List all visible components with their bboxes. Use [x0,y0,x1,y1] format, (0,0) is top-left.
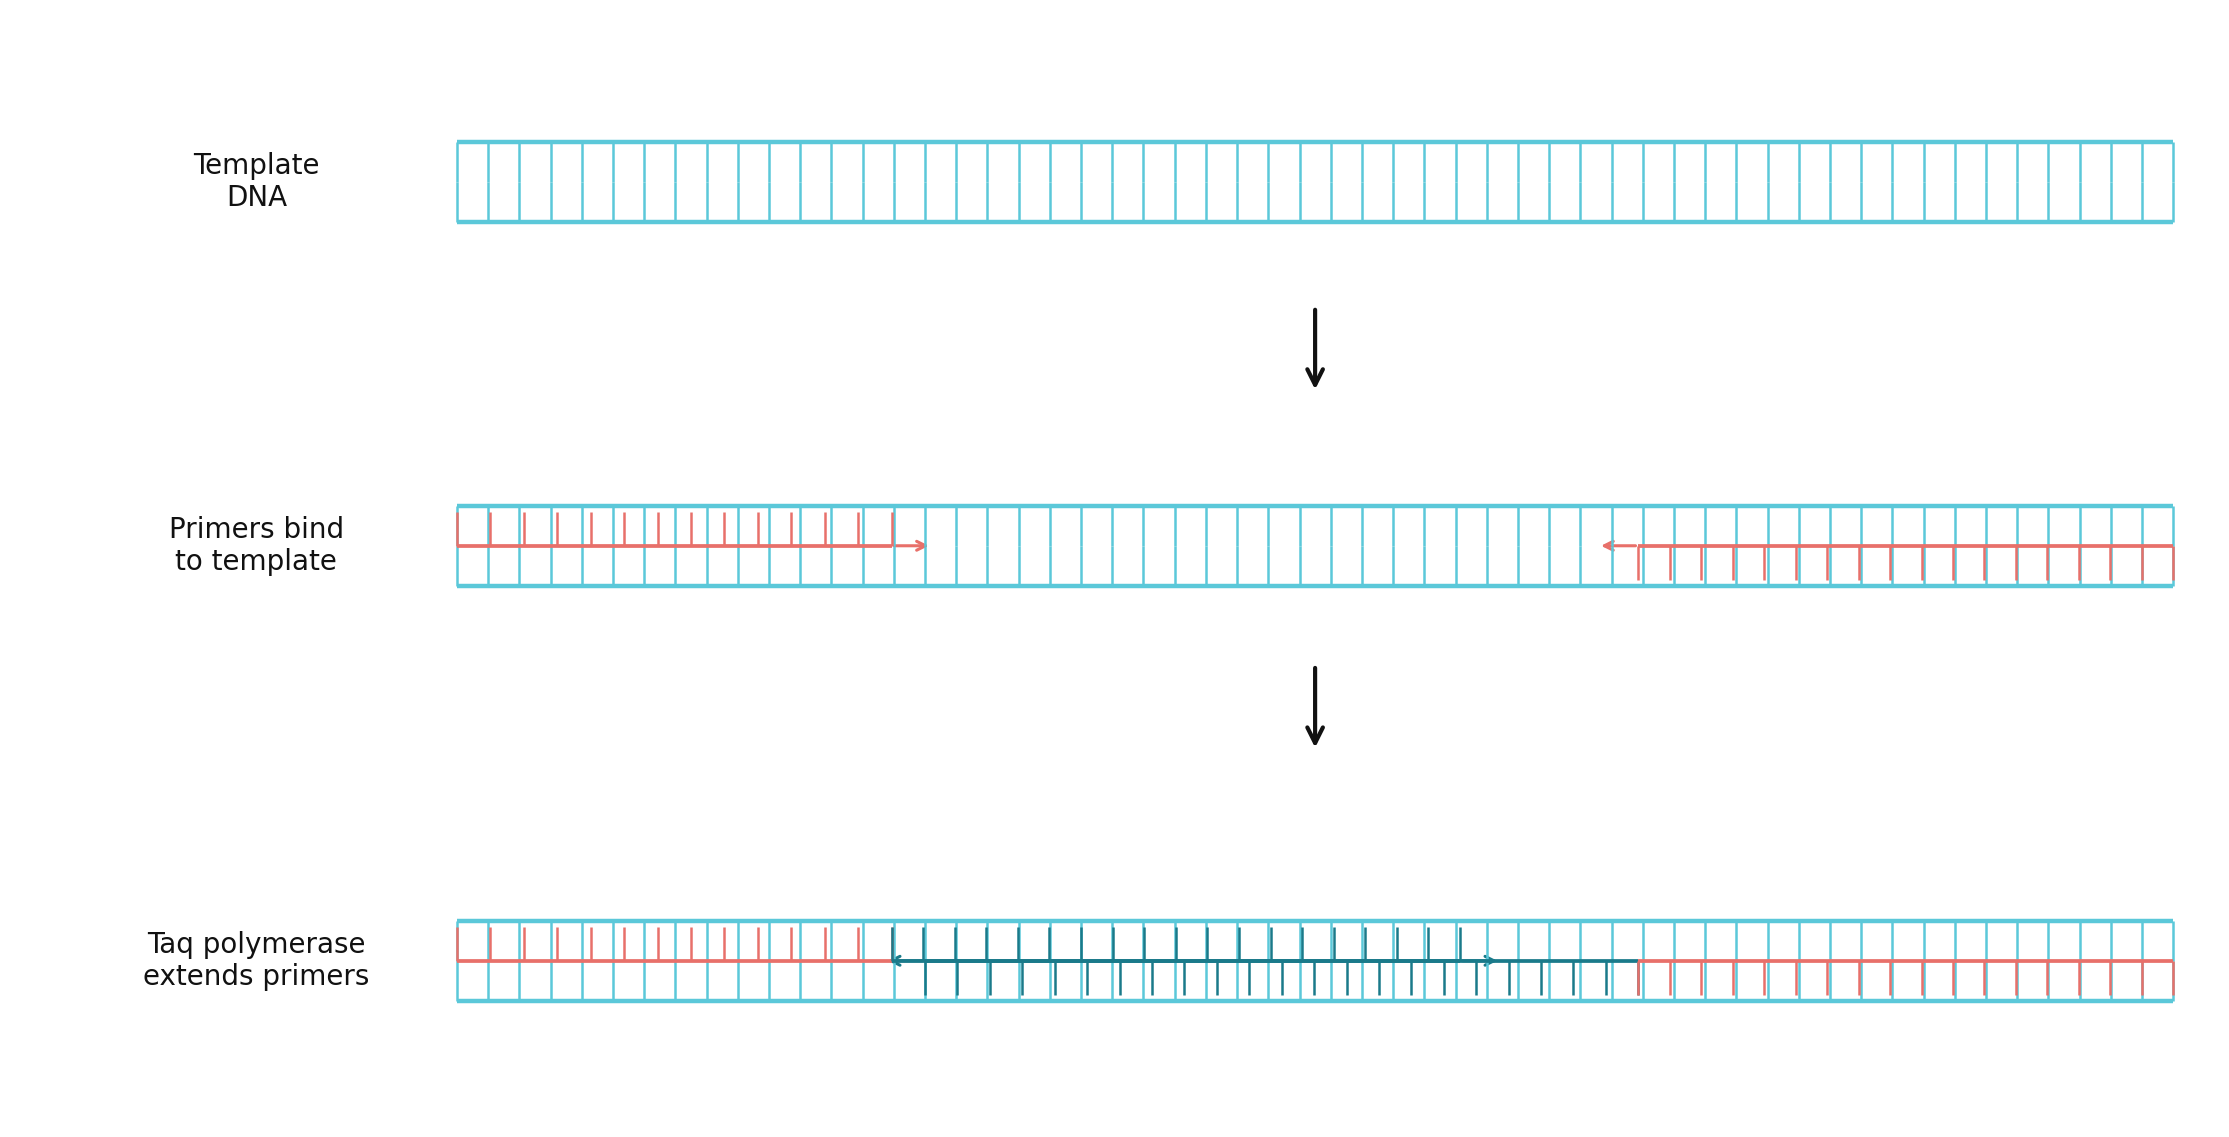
Text: Primers bind
to template: Primers bind to template [169,515,343,576]
Text: Template
DNA: Template DNA [194,151,319,213]
Text: Taq polymerase
extends primers: Taq polymerase extends primers [143,930,370,991]
